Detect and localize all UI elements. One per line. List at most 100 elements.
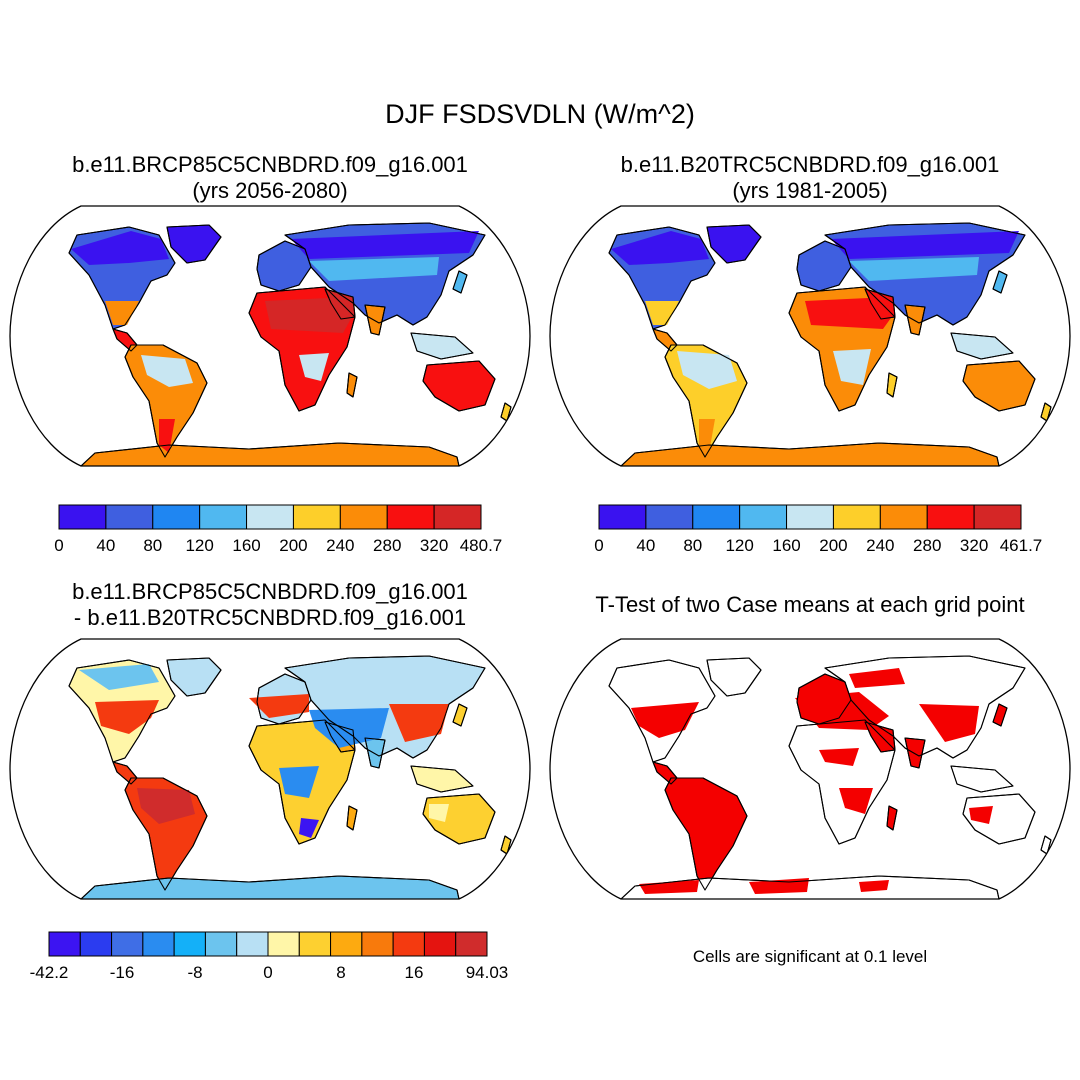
colorbar-historical-tick-label: 80 [683, 536, 702, 555]
coastline [824, 222, 1026, 326]
colorbar-difference-box-8 [298, 931, 332, 957]
colorbar-difference-tick-label: -16 [110, 963, 135, 982]
coastline [422, 793, 496, 845]
field-patch [805, 297, 893, 329]
colorbar-difference-box-5 [204, 931, 238, 957]
colorbar-future-box-7 [386, 504, 435, 530]
colorbar-historical-tick-label: 40 [636, 536, 655, 555]
coastline [652, 761, 678, 785]
colorbar-future-tick-label: 120 [185, 536, 213, 555]
colorbar-historical-box-0 [598, 504, 647, 530]
colorbar-future-box-0 [58, 504, 107, 530]
coastline [284, 222, 486, 326]
colorbar-historical-tick-label: 160 [772, 536, 800, 555]
colorbar-historical-box-1 [645, 504, 694, 530]
coastline [256, 673, 312, 725]
coastline [950, 765, 1014, 793]
field-patch [137, 788, 195, 824]
panel-difference-title-line1: b.e11.BRCP85C5CNBDRD.f09_g16.001 [72, 579, 468, 604]
coastline [620, 875, 1000, 899]
colorbar-future-tick-label: 280 [373, 536, 401, 555]
map-outline [549, 638, 1071, 900]
colorbar-difference-tick-label: -42.2 [30, 963, 69, 982]
colorbar-historical-box-3 [739, 504, 788, 530]
field-patch [309, 257, 439, 281]
coastline [68, 226, 176, 330]
colorbar-future-box-3 [199, 504, 248, 530]
colorbar-future-tick-label: 480.7 [460, 536, 503, 555]
coastline [364, 737, 386, 769]
coastline [620, 442, 1000, 466]
colorbar-difference-tick-label: 0 [263, 963, 272, 982]
coastline [452, 270, 468, 294]
colorbar-historical-box-4 [786, 504, 834, 530]
coastline [410, 765, 474, 793]
colorbar-future-box-6 [339, 504, 388, 530]
field-patch [849, 668, 905, 688]
coastline [904, 304, 926, 336]
colorbar-difference-box-3 [142, 931, 175, 957]
coastline [864, 721, 896, 753]
panel-future-title-line2: (yrs 2056-2080) [192, 178, 348, 203]
coastline [788, 286, 896, 412]
colorbar-difference-box-7 [267, 931, 300, 957]
coastline [124, 777, 208, 891]
field-patch [279, 766, 319, 798]
field-patch [839, 788, 873, 814]
coastline [112, 761, 138, 785]
coastline [886, 805, 898, 831]
colorbar-historical-tick-label: 461.7 [1000, 536, 1043, 555]
field-patch [429, 804, 449, 822]
colorbar-future-box-5 [292, 504, 341, 530]
field-patch [645, 301, 679, 325]
coastline [992, 703, 1008, 727]
coastline [706, 224, 762, 264]
coastline [166, 657, 222, 697]
panel-difference-title-line2: - b.e11.B20TRC5CNBDRD.f09_g16.001 [73, 605, 467, 630]
colorbar-future-tick-label: 160 [232, 536, 260, 555]
colorbar-future-tick-label: 320 [420, 536, 448, 555]
coastline [346, 805, 358, 831]
field-patch [831, 231, 1019, 259]
colorbar-difference-box-1 [79, 931, 113, 957]
map-outline [549, 205, 1071, 467]
colorbar-historical-tick-label: 320 [960, 536, 988, 555]
coastline [608, 226, 716, 330]
coastline [664, 344, 748, 458]
coastline [112, 328, 138, 352]
panel-historical-title-line2: (yrs 1981-2005) [732, 178, 888, 203]
colorbar-historical-tick-label: 200 [819, 536, 847, 555]
figure-title: DJF FSDSVDLN (W/m^2) [385, 99, 695, 129]
coastline [364, 304, 386, 336]
field-patch [819, 748, 859, 766]
colorbar-difference-tick-label: 8 [336, 963, 345, 982]
coastline [824, 655, 1026, 759]
colorbar-historical-box-6 [879, 504, 928, 530]
coastline [284, 655, 486, 759]
field-patch [265, 297, 353, 333]
coastline [68, 659, 176, 763]
colorbar-historical-box-5 [832, 504, 881, 530]
coastline [410, 332, 474, 360]
map-historical-panel [549, 205, 1071, 467]
coastline [796, 240, 852, 292]
coastline [80, 875, 460, 899]
field-patch [677, 351, 737, 389]
colorbar-future-box-8 [433, 504, 482, 530]
field-patch [71, 231, 169, 265]
field-patch [79, 664, 159, 690]
coastline [796, 673, 852, 725]
colorbar-future-tick-label: 40 [96, 536, 115, 555]
colorbar-difference-box-9 [330, 931, 363, 957]
coastline [706, 657, 762, 697]
coastline [248, 719, 356, 845]
colorbar-historical-tick-label: 120 [725, 536, 753, 555]
coastline [652, 328, 678, 352]
colorbar-future-tick-label: 240 [326, 536, 354, 555]
field-patch [919, 704, 979, 742]
field-patch [833, 349, 871, 385]
coastline [80, 442, 460, 466]
colorbar-difference-tick-label: -8 [187, 963, 202, 982]
colorbar-historical: 0 40 80 120 160 200 240 280 320 461.7 [594, 504, 1043, 555]
coastline [886, 372, 898, 398]
